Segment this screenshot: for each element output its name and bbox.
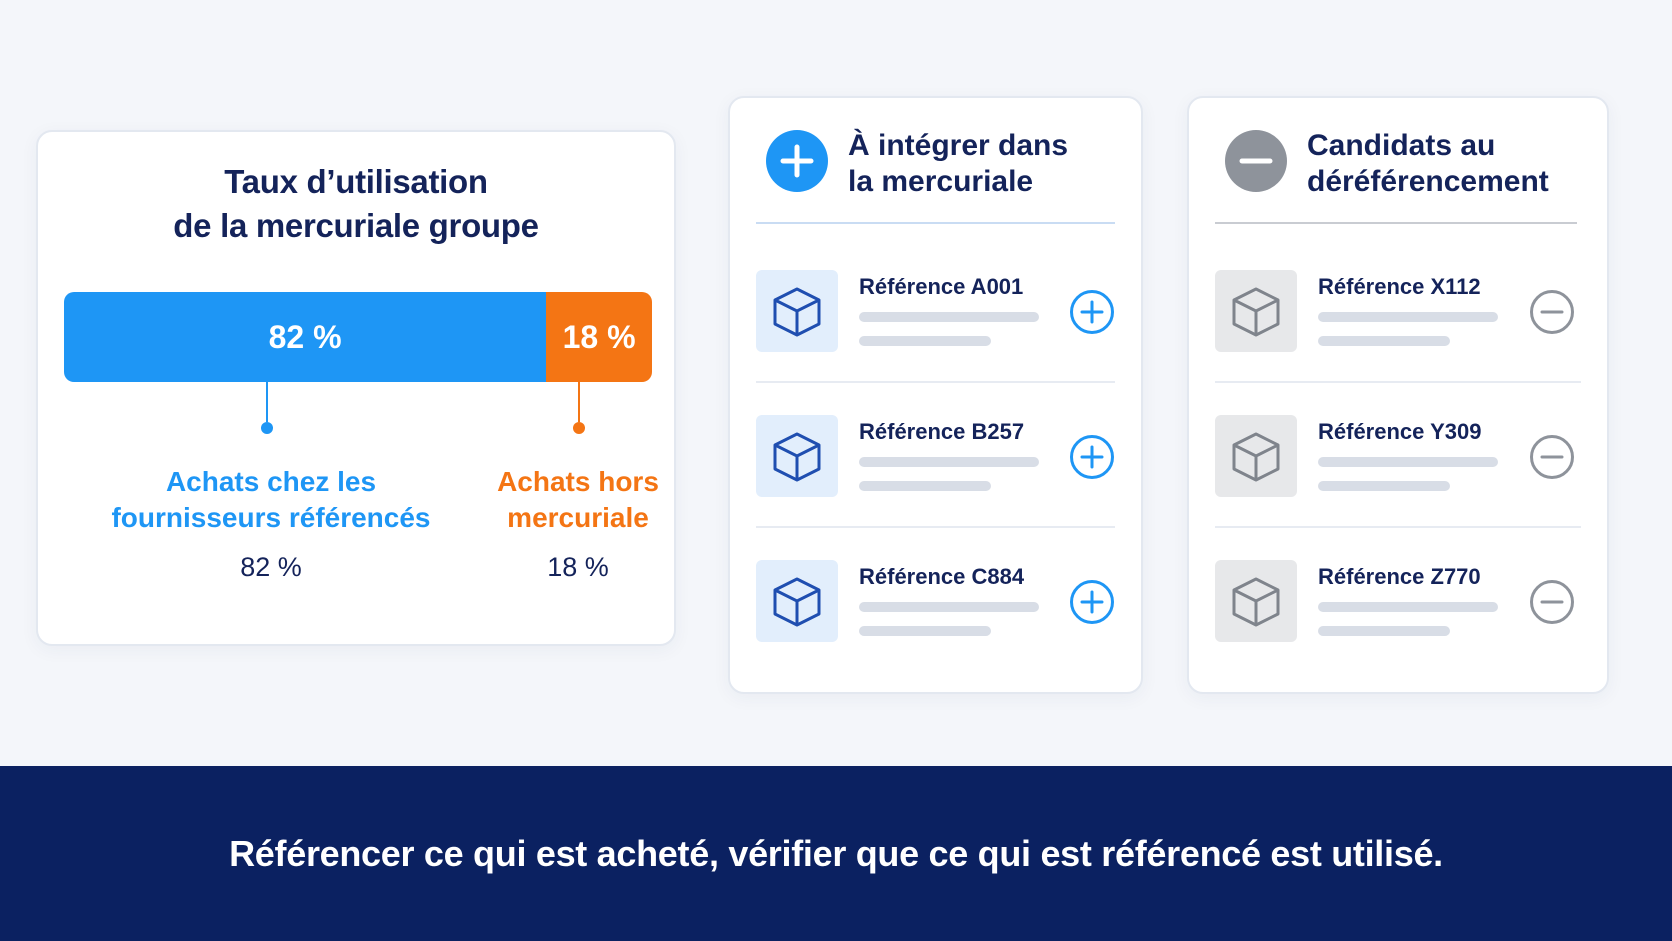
integrate-title-line2: la mercuriale bbox=[848, 165, 1034, 198]
placeholder-line bbox=[859, 457, 1039, 467]
item-separator bbox=[1215, 526, 1581, 528]
connector-dot-off-catalog bbox=[573, 422, 585, 434]
placeholder-line bbox=[859, 626, 991, 636]
box-icon bbox=[756, 415, 838, 497]
box-icon bbox=[756, 560, 838, 642]
label-referenced: Achats chez les fournisseurs référencés bbox=[76, 464, 466, 536]
placeholder-line bbox=[859, 602, 1039, 612]
item-label: Référence Y309 bbox=[1318, 419, 1482, 444]
label-off-catalog: Achats hors mercuriale bbox=[478, 464, 678, 536]
utilization-title: Taux d’utilisation de la mercuriale grou… bbox=[38, 160, 674, 248]
connector-off-catalog bbox=[578, 382, 580, 422]
utilization-bar: 82 % 18 % bbox=[64, 292, 652, 382]
label-off-catalog-line1: Achats hors bbox=[497, 466, 659, 497]
item-label: Référence X112 bbox=[1318, 274, 1481, 299]
box-icon bbox=[1215, 415, 1297, 497]
delisting-title-line1: Candidats au bbox=[1307, 129, 1496, 162]
placeholder-line bbox=[1318, 602, 1498, 612]
utilization-title-line1: Taux d’utilisation bbox=[224, 163, 488, 200]
list-item[interactable]: Référence C884 bbox=[756, 560, 1115, 642]
placeholder-line bbox=[859, 312, 1039, 322]
add-circle-icon[interactable] bbox=[1069, 579, 1115, 625]
bar-label-referenced: 82 % bbox=[268, 318, 342, 355]
integrate-title-line1: À intégrer dans bbox=[848, 129, 1069, 162]
placeholder-line bbox=[1318, 626, 1450, 636]
list-item[interactable]: Référence Y309 bbox=[1215, 415, 1581, 497]
bar-label-off-catalog: 18 % bbox=[562, 318, 636, 355]
list-item[interactable]: Référence A001 bbox=[756, 270, 1115, 352]
list-divider bbox=[1215, 222, 1577, 224]
integrate-list-card: À intégrer dans la mercuriale Référence … bbox=[728, 96, 1143, 694]
placeholder-line bbox=[859, 336, 991, 346]
add-circle-icon[interactable] bbox=[1069, 434, 1115, 480]
item-label: Référence C884 bbox=[859, 564, 1025, 589]
delisting-list-title: Candidats au déréférencement bbox=[1307, 128, 1549, 200]
item-label: Référence B257 bbox=[859, 419, 1025, 444]
add-circle-icon[interactable] bbox=[1069, 289, 1115, 335]
remove-circle-icon[interactable] bbox=[1529, 289, 1575, 335]
banner-text: Référencer ce qui est acheté, vérifier q… bbox=[229, 832, 1443, 874]
footer-banner: Référencer ce qui est acheté, vérifier q… bbox=[0, 766, 1672, 941]
placeholder-line bbox=[1318, 312, 1498, 322]
connector-dot-referenced bbox=[261, 422, 273, 434]
utilization-card: Taux d’utilisation de la mercuriale grou… bbox=[36, 130, 676, 646]
label-referenced-line2: fournisseurs référencés bbox=[111, 502, 431, 533]
item-separator bbox=[756, 526, 1115, 528]
remove-circle-icon[interactable] bbox=[1529, 434, 1575, 480]
placeholder-line bbox=[1318, 457, 1498, 467]
placeholder-line bbox=[1318, 481, 1450, 491]
item-separator bbox=[1215, 381, 1581, 383]
list-item[interactable]: Référence X112 bbox=[1215, 270, 1581, 352]
minus-circle-icon bbox=[1225, 130, 1287, 192]
item-label: Référence A001 bbox=[859, 274, 1024, 299]
bar-segment-referenced: 82 % bbox=[64, 292, 547, 382]
label-off-catalog-line2: mercuriale bbox=[507, 502, 649, 533]
item-separator bbox=[756, 381, 1115, 383]
delisting-title-line2: déréférencement bbox=[1307, 165, 1549, 198]
box-icon bbox=[756, 270, 838, 352]
box-icon bbox=[1215, 560, 1297, 642]
item-label: Référence Z770 bbox=[1318, 564, 1481, 589]
label-referenced-line1: Achats chez les bbox=[165, 466, 377, 497]
connector-referenced bbox=[266, 382, 268, 422]
value-referenced: 82 % bbox=[240, 552, 302, 582]
remove-circle-icon[interactable] bbox=[1529, 579, 1575, 625]
list-divider bbox=[756, 222, 1115, 224]
placeholder-line bbox=[859, 481, 991, 491]
list-item[interactable]: Référence Z770 bbox=[1215, 560, 1581, 642]
bar-segment-off-catalog: 18 % bbox=[546, 292, 652, 382]
delisting-list-card: Candidats au déréférencement Référence X… bbox=[1187, 96, 1609, 694]
utilization-title-line2: de la mercuriale groupe bbox=[173, 207, 539, 244]
plus-circle-icon bbox=[766, 130, 828, 192]
value-off-catalog: 18 % bbox=[547, 552, 609, 582]
list-item[interactable]: Référence B257 bbox=[756, 415, 1115, 497]
integrate-list-title: À intégrer dans la mercuriale bbox=[848, 128, 1068, 200]
box-icon bbox=[1215, 270, 1297, 352]
placeholder-line bbox=[1318, 336, 1450, 346]
